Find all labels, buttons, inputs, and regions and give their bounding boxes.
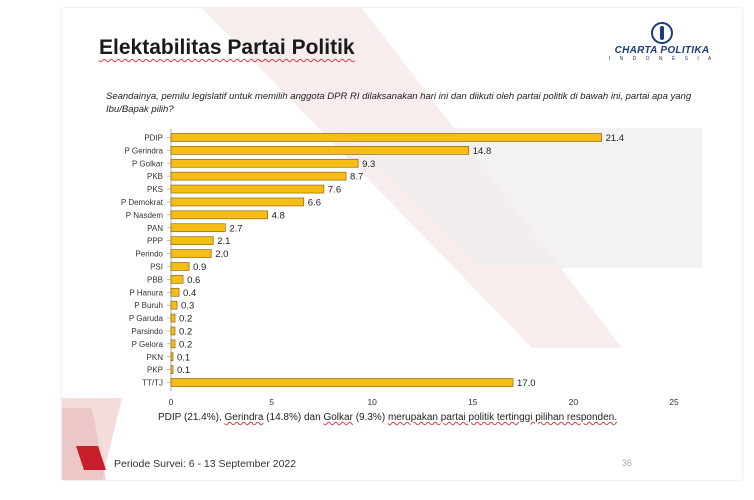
category-label: P Hanura [129,288,163,297]
x-tick-label: 0 [169,397,174,407]
note-part-4: Golkar [323,412,353,423]
value-label: 0.6 [187,275,200,286]
category-label: TT/TJ [142,379,163,388]
bar [170,223,226,233]
bar [170,197,305,207]
category-label: P Gelora [132,340,164,349]
value-label: 0.1 [177,352,190,363]
bar-chart: PDIP 21.4 P Gerindra 14.8 P Golkar 9.3 PKB 8.7 P… [121,129,679,407]
value-label: 0.2 [179,314,192,325]
bar [170,171,347,181]
bar [170,158,359,168]
bar [170,339,176,349]
note-part-2: Gerindra [224,412,264,423]
bar [170,287,180,297]
value-label: 0.1 [177,365,190,376]
note-part-6: merupakan partai politik tertinggi pilih… [387,412,617,423]
summary-note: PDIP (21.4%), Gerindra (14.8%) dan Golka… [158,412,617,423]
bar [170,352,174,362]
category-label: PKN [147,353,164,362]
bar [170,146,470,155]
category-label: PKB [147,172,163,181]
value-label: 21.4 [606,133,625,144]
value-label: 7.6 [328,185,341,196]
bar [170,365,174,374]
page-number: 36 [622,458,633,468]
value-label: 2.7 [229,223,242,234]
category-label: P Gerindra [124,146,163,155]
bar [170,275,184,284]
logo-name: CHARTA POLITIKA [614,45,710,56]
category-label: PPP [147,237,163,246]
category-label: Perindo [135,250,163,259]
category-label: PSI [150,262,163,271]
value-label: 2.1 [217,236,230,247]
bar [170,262,190,271]
category-label: P Garuda [129,314,164,323]
bar [170,236,214,245]
bar [170,313,176,323]
category-label: P Buruh [134,301,163,310]
value-label: 17.0 [517,378,536,389]
category-label: PKS [147,185,163,194]
value-label: 0.2 [179,339,192,350]
bar [170,300,178,310]
logo-mark-icon [651,22,673,44]
value-label: 9.3 [362,159,375,170]
background-decoration [62,8,702,480]
note-part-1: PDIP (21.4%), [158,412,225,423]
value-label: 0.2 [179,326,192,337]
value-label: 0.9 [193,262,206,273]
x-tick-label: 5 [269,397,274,407]
bar [170,326,176,336]
slide: Elektabilitas Partai Politik CHARTA POLI… [62,8,742,480]
x-tick-label: 20 [569,397,579,407]
x-tick-label: 25 [669,397,679,407]
value-label: 0.4 [183,288,196,299]
category-label: P Golkar [132,159,163,168]
value-label: 14.8 [473,146,492,157]
category-label: PBB [147,275,163,284]
category-label: P Nasdem [126,211,164,220]
category-label: PDIP [144,133,163,142]
bar [170,210,268,220]
category-label: PAN [147,224,163,233]
value-label: 0.3 [181,301,194,312]
survey-question: Seandainya, pemilu legislatif untuk memi… [106,91,692,115]
bar [170,184,325,194]
value-label: 8.7 [350,172,363,183]
category-label: PKP [147,366,163,375]
survey-period: Periode Survei: 6 - 13 September 2022 [114,458,297,470]
value-label: 6.6 [308,197,321,208]
bar [170,133,602,142]
category-label: Parsindo [131,327,163,336]
value-label: 4.8 [272,210,285,221]
logo-subtitle: I N D O N E S I A [608,56,716,62]
slide-title: Elektabilitas Partai Politik [99,36,355,59]
note-part-5: (9.3%) [352,412,388,423]
x-tick-label: 10 [367,397,377,407]
note-part-3: (14.8%) dan [263,412,324,423]
bar [170,378,514,387]
charta-politika-logo: CHARTA POLITIKA I N D O N E S I A [606,22,718,62]
category-label: P Demokrat [121,198,164,207]
value-label: 2.0 [215,249,228,260]
bar [170,249,212,258]
x-tick-label: 15 [468,397,478,407]
